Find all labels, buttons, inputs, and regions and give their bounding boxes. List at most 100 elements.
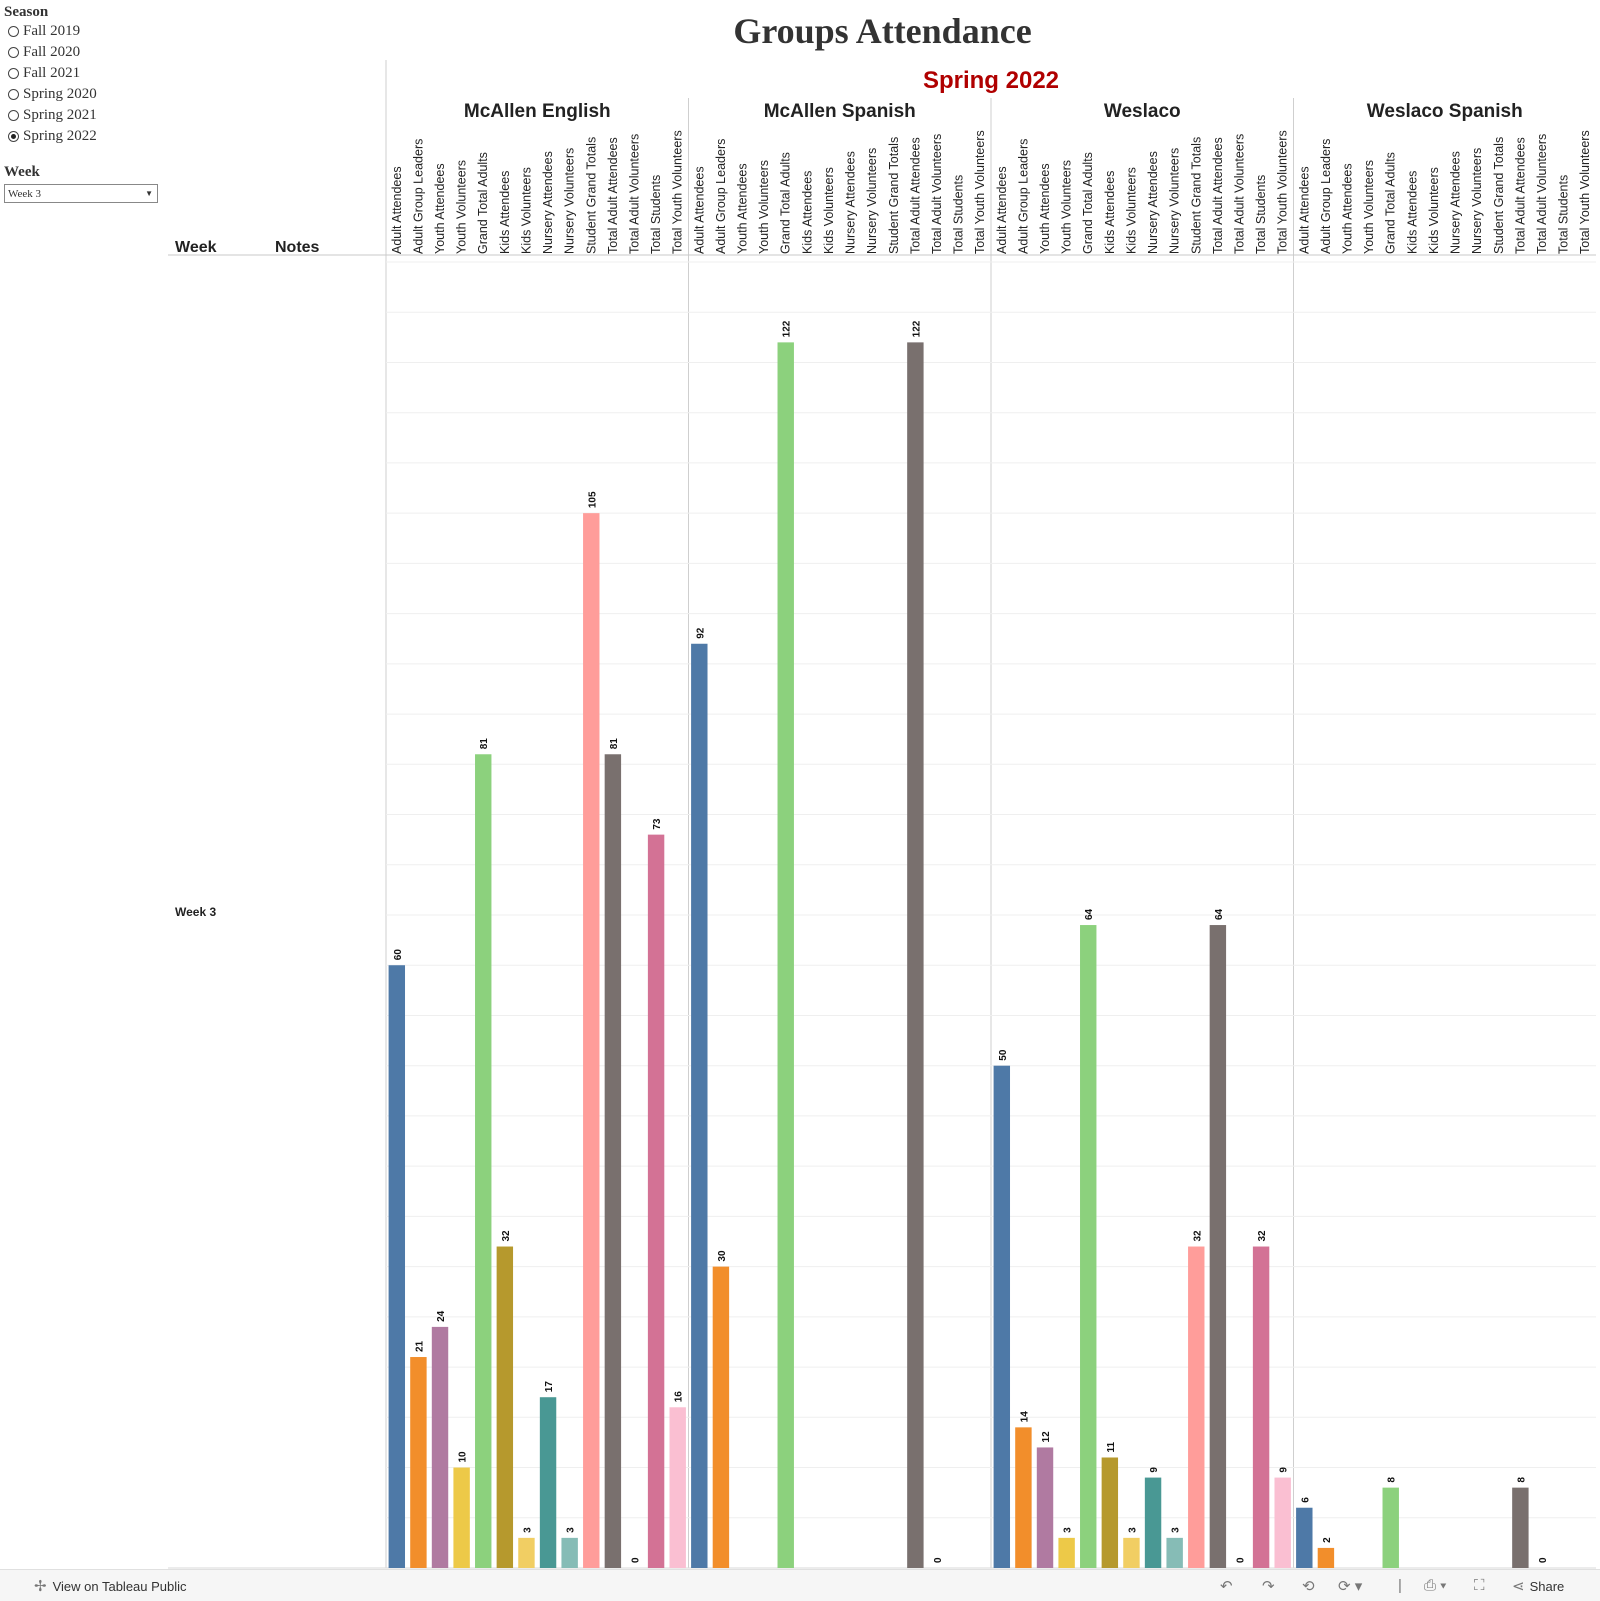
radio-icon xyxy=(8,89,19,100)
measure-label: Student Grand Totals xyxy=(584,137,598,254)
measure-label: Total Adult Attendees xyxy=(606,137,620,254)
data-label: 60 xyxy=(393,949,404,961)
bar xyxy=(669,1407,686,1568)
dashboard-title: Groups Attendance xyxy=(733,11,1032,51)
measure-label: Total Adult Attendees xyxy=(908,137,922,254)
data-label: 17 xyxy=(544,1381,555,1393)
measure-label: Total Adult Attendees xyxy=(1211,137,1225,254)
share-icon: ⋖ xyxy=(1512,1578,1525,1595)
bar xyxy=(647,834,665,1568)
measure-label: Youth Volunteers xyxy=(757,160,771,254)
data-label: 122 xyxy=(782,320,793,337)
bar xyxy=(1058,1537,1075,1568)
bar xyxy=(1382,1487,1399,1568)
view-on-tableau-link[interactable]: ✢ View on Tableau Public xyxy=(34,1577,187,1595)
bar xyxy=(1015,1427,1032,1568)
radio-icon xyxy=(8,110,19,121)
refresh-icon: ⟳ ▾ xyxy=(1338,1578,1363,1595)
bar xyxy=(712,1266,730,1568)
measure-label: Total Youth Volunteers xyxy=(973,130,987,254)
measure-label: Total Adult Volunteers xyxy=(930,134,944,254)
week-filter: Week Week 3 ▼ xyxy=(4,164,164,203)
season-options: Fall 2019 Fall 2020 Fall 2021 Spring 2020 Sp… xyxy=(4,21,164,147)
bar xyxy=(1512,1487,1529,1568)
season-option[interactable]: Spring 2022 xyxy=(4,126,164,147)
season-option[interactable]: Spring 2021 xyxy=(4,105,164,126)
radio-icon xyxy=(8,26,19,37)
data-label: 12 xyxy=(1041,1431,1052,1443)
refresh-button[interactable]: ⟳ ▾ xyxy=(1338,1577,1362,1595)
fullscreen-button[interactable]: ⛶ xyxy=(1474,1577,1485,1594)
data-label: 105 xyxy=(587,491,598,508)
bar xyxy=(1101,1457,1119,1568)
data-label: 11 xyxy=(1106,1441,1117,1452)
download-button[interactable]: ⎙ ▾ xyxy=(1424,1577,1446,1594)
bar xyxy=(1317,1547,1335,1568)
data-label: 81 xyxy=(609,738,620,750)
data-label: 64 xyxy=(1084,908,1095,920)
data-label: 0 xyxy=(1235,1557,1246,1563)
season-option-label: Fall 2019 xyxy=(23,23,81,39)
bar xyxy=(907,342,924,1568)
measure-label: Nursery Volunteers xyxy=(1470,148,1484,254)
bar xyxy=(475,754,492,1568)
bar xyxy=(1144,1477,1162,1568)
measure-label: Kids Volunteers xyxy=(1124,167,1138,254)
row-label-week: Week 3 xyxy=(175,905,216,919)
redo-button[interactable]: ↷ xyxy=(1262,1577,1275,1595)
season-option[interactable]: Fall 2019 xyxy=(4,21,164,42)
measure-label: Total Adult Volunteers xyxy=(627,134,641,254)
measure-label: Adult Group Leaders xyxy=(714,139,728,254)
week-dropdown-value: Week 3 xyxy=(8,187,42,200)
week-filter-title: Week xyxy=(4,164,40,180)
measure-label: Kids Attendees xyxy=(800,171,814,254)
measure-label: Student Grand Totals xyxy=(1189,137,1203,254)
data-label: 92 xyxy=(695,627,706,639)
season-option-label: Spring 2022 xyxy=(23,128,97,144)
radio-icon xyxy=(8,47,19,58)
measure-label: Nursery Volunteers xyxy=(563,148,577,254)
data-label: 21 xyxy=(414,1340,425,1352)
data-label: 81 xyxy=(479,738,490,750)
redo-icon: ↷ xyxy=(1262,1578,1275,1595)
bar xyxy=(496,1246,514,1568)
measure-label: Grand Total Adults xyxy=(1081,152,1095,254)
season-option[interactable]: Fall 2020 xyxy=(4,42,164,63)
data-label: 6 xyxy=(1300,1497,1311,1503)
bar xyxy=(1123,1537,1140,1568)
season-option[interactable]: Spring 2020 xyxy=(4,84,164,105)
season-option-label: Spring 2020 xyxy=(23,86,97,102)
bar xyxy=(1209,925,1227,1568)
measure-label: Nursery Attendees xyxy=(1449,151,1463,254)
share-button[interactable]: ⋖ Share xyxy=(1512,1577,1564,1595)
data-label: 9 xyxy=(1149,1467,1160,1473)
measure-label: Kids Volunteers xyxy=(1427,167,1441,254)
undo-button[interactable]: ↶ xyxy=(1220,1577,1233,1595)
revert-button[interactable]: ⟲ xyxy=(1302,1577,1315,1595)
measure-label: Grand Total Adults xyxy=(1384,152,1398,254)
measure-label: Youth Attendees xyxy=(1341,163,1355,254)
week-dropdown[interactable]: Week 3 ▼ xyxy=(4,184,158,203)
measure-label: Nursery Volunteers xyxy=(1168,148,1182,254)
season-option[interactable]: Fall 2021 xyxy=(4,63,164,84)
season-option-label: Fall 2021 xyxy=(23,65,81,81)
tableau-toolbar: ✢ View on Tableau Public ↶ ↷ ⟲ ⟳ ▾ | ⎙ ▾… xyxy=(0,1569,1600,1601)
measure-label: Student Grand Totals xyxy=(1492,137,1506,254)
bar xyxy=(1274,1477,1291,1568)
measure-label: Nursery Attendees xyxy=(1146,151,1160,254)
measure-label: Youth Volunteers xyxy=(1060,160,1074,254)
measure-label: Total Students xyxy=(649,175,663,254)
measure-label: Total Youth Volunteers xyxy=(1578,130,1592,254)
view-on-tableau-label: View on Tableau Public xyxy=(52,1578,187,1594)
divider-icon: | xyxy=(1398,1577,1402,1594)
measure-label: Adult Group Leaders xyxy=(1319,139,1333,254)
measure-label: Kids Attendees xyxy=(498,171,512,254)
measure-label: Youth Attendees xyxy=(736,163,750,254)
bar xyxy=(1166,1537,1183,1568)
row-header-notes: Notes xyxy=(275,239,320,256)
data-label: 8 xyxy=(1516,1477,1527,1483)
revert-icon: ⟲ xyxy=(1302,1578,1315,1595)
data-label: 3 xyxy=(522,1527,533,1533)
bar xyxy=(993,1065,1011,1568)
